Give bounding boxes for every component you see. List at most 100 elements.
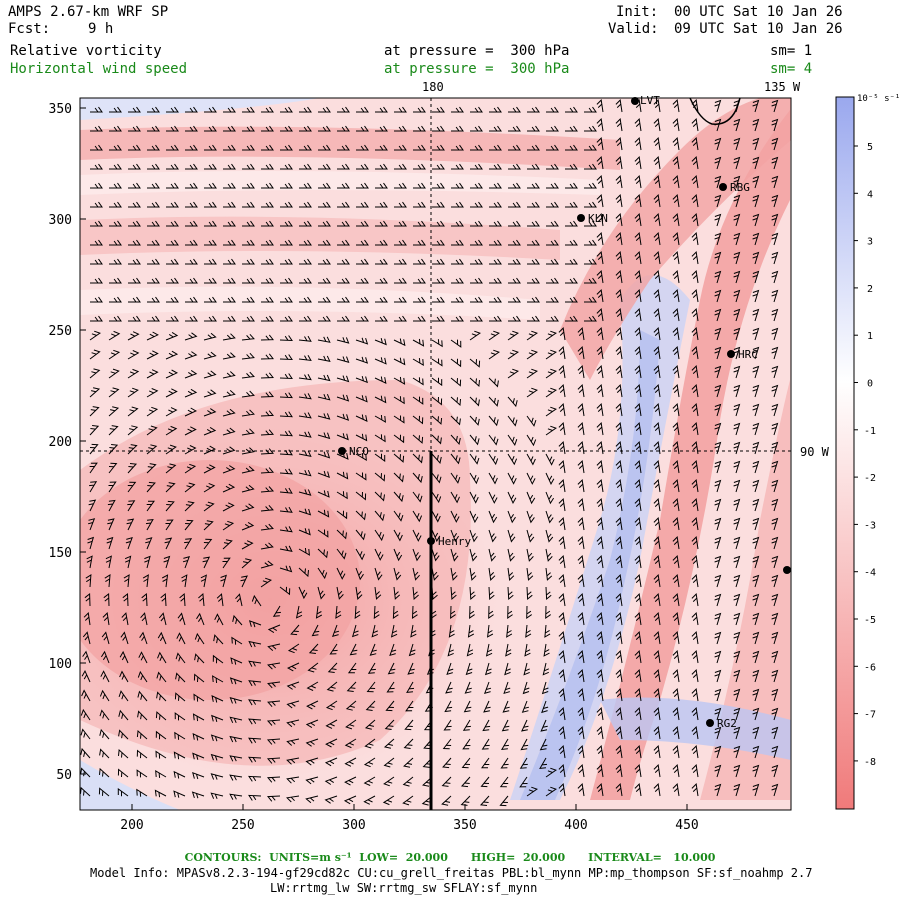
wind-barb (558, 688, 566, 702)
wind-barb (520, 738, 529, 751)
wind-barb (470, 239, 483, 246)
wind-barb (577, 631, 585, 645)
wind-barb (229, 716, 243, 723)
wind-barb (317, 413, 331, 420)
wind-barb (558, 612, 566, 626)
wind-barb (412, 453, 423, 464)
wind-barb (90, 106, 103, 113)
wind-barb (229, 774, 243, 781)
wind-barb (506, 624, 513, 638)
wind-barb (508, 239, 521, 246)
wind-barb (752, 745, 760, 759)
wind-barb (527, 144, 540, 151)
wind-barbs (80, 99, 779, 807)
wind-barb (470, 277, 483, 284)
wind-barb (166, 125, 179, 132)
wind-barb (260, 504, 274, 512)
wind-barb (584, 106, 597, 113)
wind-barb (175, 672, 186, 683)
wind-barb (672, 422, 680, 436)
wind-barb (98, 787, 110, 797)
wind-barb (653, 726, 661, 740)
colorbar-label: -7 (864, 710, 876, 721)
wind-barb (470, 106, 483, 113)
wind-barb (336, 471, 349, 480)
wind-barb (174, 712, 186, 721)
wind-barb (267, 643, 281, 651)
wind-barb (90, 220, 103, 227)
wind-barb (672, 118, 680, 132)
wind-barb (325, 738, 338, 748)
wind-barb (267, 681, 281, 689)
wind-barb (185, 220, 198, 227)
wind-barb (260, 334, 275, 341)
svg-text:NCO: NCO (349, 445, 369, 458)
wind-barb (109, 106, 122, 113)
wind-barb (286, 757, 300, 765)
wind-barb (355, 510, 366, 521)
wind-barb (242, 239, 255, 246)
wind-barb (127, 350, 140, 360)
stations: LVT RBG KLN HRC NCO Henry RG2 (338, 94, 791, 730)
wind-barb (545, 330, 557, 341)
wind-barb (109, 163, 122, 170)
wind-barb (185, 125, 198, 132)
wind-barb (363, 757, 376, 768)
wind-barb (120, 631, 129, 645)
wind-barb (351, 624, 359, 638)
wind-barb (185, 277, 198, 284)
wind-barb (733, 517, 741, 531)
wind-barb (230, 657, 243, 665)
wind-barb (355, 529, 366, 541)
wind-barb (261, 220, 274, 227)
wind-barb (771, 251, 779, 265)
wind-barb (242, 144, 255, 151)
wind-barb (223, 125, 236, 132)
wind-barb (522, 681, 530, 695)
wind-barb (367, 662, 376, 674)
wind-barb (771, 232, 779, 246)
wind-barb (653, 194, 661, 208)
wind-barb (489, 144, 502, 151)
wind-barb (596, 118, 604, 132)
wind-barb (615, 384, 623, 398)
wind-barb (465, 662, 473, 676)
wind-barb (508, 106, 521, 113)
wind-barb (90, 125, 103, 132)
y-tick-label: 250 (49, 324, 72, 339)
wind-barb (117, 768, 129, 778)
wind-barb (317, 509, 330, 518)
wind-barb (771, 308, 779, 322)
wind-barb (488, 491, 498, 504)
wind-barb (108, 387, 120, 398)
wind-barb (469, 586, 476, 601)
wind-barb (653, 612, 661, 626)
wind-barb (771, 783, 779, 797)
wind-barb (488, 377, 499, 388)
wind-barb (194, 632, 205, 645)
wind-barb (714, 175, 722, 189)
wind-barb (558, 536, 566, 550)
wind-barb (432, 106, 445, 113)
wind-barb (596, 688, 604, 702)
wind-barb (714, 498, 722, 512)
wind-barb (279, 335, 293, 342)
wind-barb (222, 352, 236, 360)
wind-barb (714, 574, 722, 588)
wind-barb (102, 612, 110, 626)
wind-barb (90, 315, 103, 322)
wind-barb (266, 738, 281, 745)
wind-barb (488, 453, 499, 466)
wind-barb (526, 349, 538, 360)
wind-barb (402, 776, 414, 787)
wind-barb (450, 377, 462, 387)
wind-barb (577, 745, 585, 759)
wind-barb (463, 700, 472, 713)
wind-barb (558, 422, 566, 436)
wind-barb (499, 776, 509, 788)
wind-barb (344, 757, 357, 767)
wind-barb (280, 201, 293, 208)
wind-barb (108, 406, 120, 417)
wind-barb (287, 643, 300, 654)
wind-barb (733, 498, 741, 512)
